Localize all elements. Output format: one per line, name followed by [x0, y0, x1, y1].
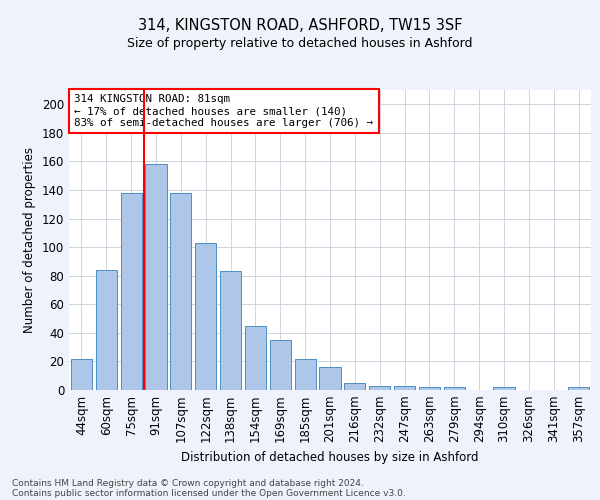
- Text: Contains public sector information licensed under the Open Government Licence v3: Contains public sector information licen…: [12, 488, 406, 498]
- Bar: [568, 387, 589, 390]
- Bar: [295, 358, 316, 390]
- Text: 314 KINGSTON ROAD: 81sqm
← 17% of detached houses are smaller (140)
83% of semi-: 314 KINGSTON ROAD: 81sqm ← 17% of detach…: [74, 94, 373, 128]
- Text: Contains HM Land Registry data © Crown copyright and database right 2024.: Contains HM Land Registry data © Crown c…: [12, 478, 364, 488]
- Bar: [344, 383, 365, 390]
- Bar: [220, 272, 241, 390]
- Bar: [245, 326, 266, 390]
- Bar: [369, 386, 390, 390]
- Bar: [319, 367, 341, 390]
- Bar: [170, 193, 191, 390]
- Bar: [394, 386, 415, 390]
- Bar: [493, 387, 515, 390]
- Bar: [145, 164, 167, 390]
- Bar: [96, 270, 117, 390]
- Bar: [195, 243, 216, 390]
- Y-axis label: Number of detached properties: Number of detached properties: [23, 147, 36, 333]
- Text: Size of property relative to detached houses in Ashford: Size of property relative to detached ho…: [127, 38, 473, 51]
- Bar: [444, 387, 465, 390]
- X-axis label: Distribution of detached houses by size in Ashford: Distribution of detached houses by size …: [181, 451, 479, 464]
- Bar: [270, 340, 291, 390]
- Bar: [71, 358, 92, 390]
- Text: 314, KINGSTON ROAD, ASHFORD, TW15 3SF: 314, KINGSTON ROAD, ASHFORD, TW15 3SF: [138, 18, 462, 32]
- Bar: [419, 387, 440, 390]
- Bar: [121, 193, 142, 390]
